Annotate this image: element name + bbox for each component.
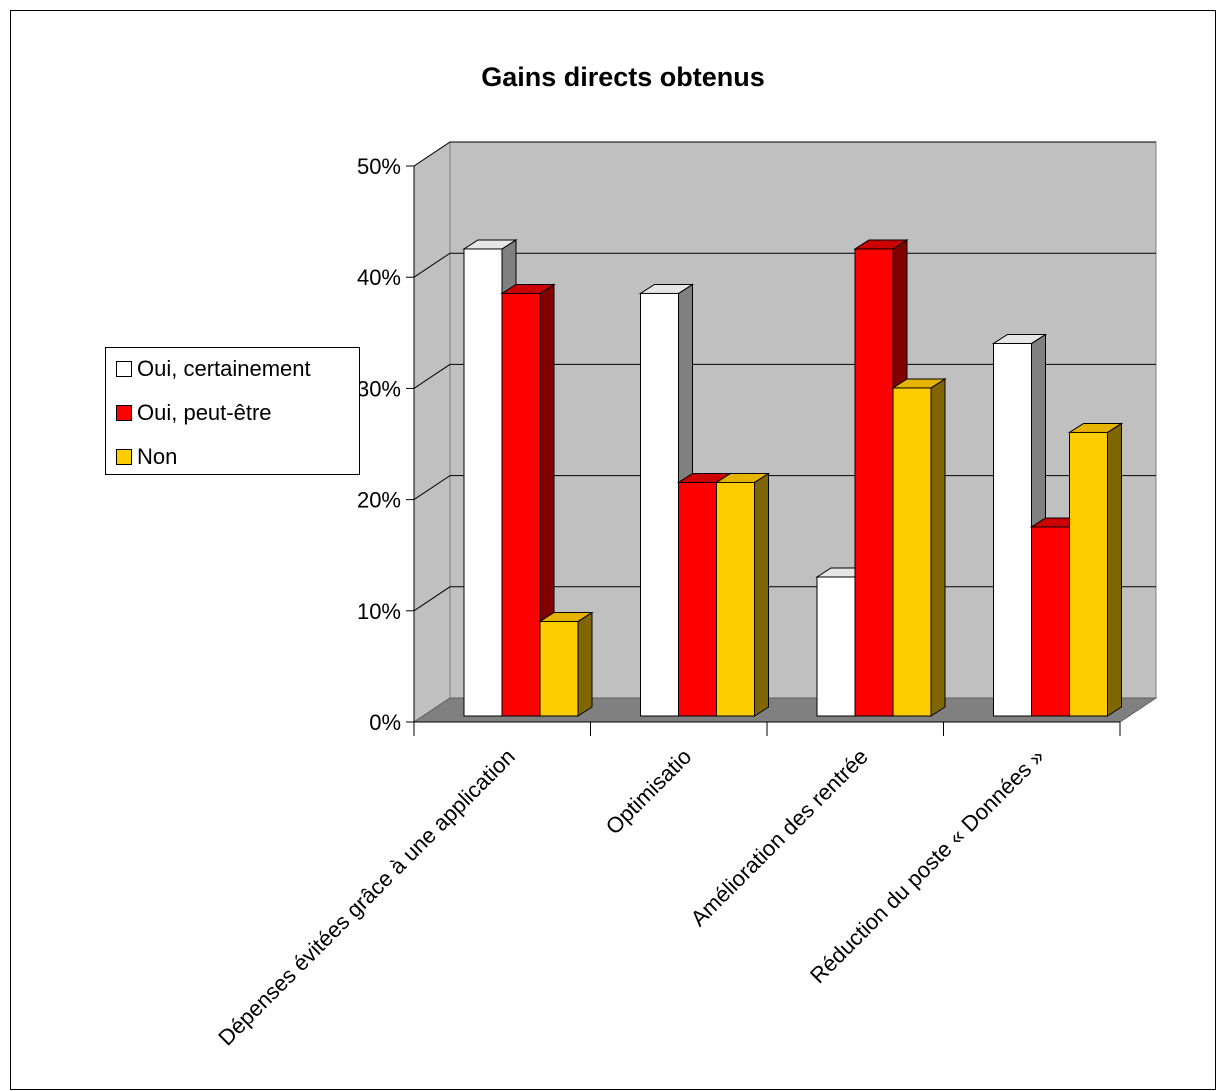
legend-item-oui-peut-etre: Oui, peut-être: [116, 400, 272, 426]
legend-label-oui-peut-etre: Oui, peut-être: [137, 400, 272, 425]
bar-side-non: [754, 472, 769, 717]
legend: Oui, certainement Oui, peut-être Non: [105, 347, 360, 475]
y-tick-label: 10%: [357, 599, 401, 624]
bar-non: [539, 620, 579, 717]
bar-non: [892, 387, 932, 717]
side-wall: [413, 141, 451, 723]
gridline: [413, 363, 1156, 389]
y-tick-label: 40%: [357, 265, 401, 290]
y-tick-label: 30%: [357, 376, 401, 401]
x-tick-label: Optimisatio: [601, 744, 696, 839]
bar-oui-peut-tre: [1031, 526, 1070, 717]
y-tick-label: 20%: [357, 488, 401, 513]
bar-side-non: [1107, 422, 1122, 717]
legend-item-non: Non: [116, 444, 177, 470]
bar-oui-certainement: [640, 292, 679, 717]
bar-oui-certainement: [816, 576, 856, 717]
chart-svg: Gains directs obtenus 0% 10% 20% 30% 40% 50% D…: [213, 62, 1158, 1051]
y-tick-label: 50%: [357, 154, 401, 179]
bar-oui-peut-tre: [678, 481, 717, 717]
chart-frame: Gains directs obtenus 0% 10% 20% 30% 40% 50% D…: [10, 10, 1216, 1090]
x-tick-label: Amélioration des rentrée: [686, 744, 873, 931]
gridline: [413, 252, 1156, 278]
gridline: [413, 141, 1156, 167]
bar-oui-peut-tre: [854, 248, 894, 717]
chart-title: Gains directs obtenus: [481, 62, 765, 92]
plot-area: 0% 10% 20% 30% 40% 50% Dépenses évitées grâce …: [213, 141, 1158, 1051]
bar-non: [1069, 431, 1108, 717]
legend-swatch-oui-certainement: [116, 361, 132, 377]
bar-side-non: [577, 611, 593, 717]
legend-label-oui-certainement: Oui, certainement: [137, 356, 311, 381]
legend-label-non: Non: [137, 444, 178, 469]
bar-side-non: [930, 378, 946, 717]
y-tick-label: 0%: [369, 710, 401, 735]
legend-swatch-non: [116, 449, 132, 465]
bar-oui-peut-tre: [501, 292, 541, 717]
x-tick-label: Dépenses évitées grâce à une application: [213, 744, 520, 1051]
bar-oui-certainement: [463, 248, 503, 717]
bar-oui-certainement: [993, 342, 1032, 717]
legend-swatch-oui-peut-etre: [116, 405, 132, 421]
legend-item-oui-certainement: Oui, certainement: [116, 356, 311, 382]
bar-non: [716, 481, 755, 717]
